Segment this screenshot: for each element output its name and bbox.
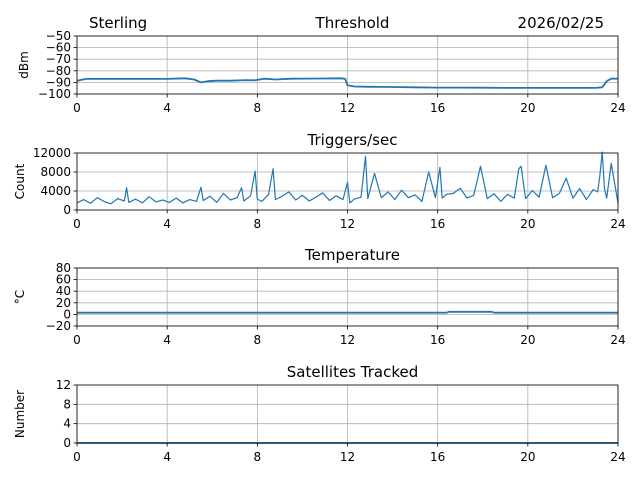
date-label: 2026/02/25 — [518, 14, 604, 32]
threshold-y-axis-label: dBm — [17, 51, 31, 79]
satellites-tracked-x-tick-label: 16 — [430, 450, 445, 464]
satellites-tracked-y-tick-label: 8 — [63, 397, 71, 411]
satellites-tracked-x-tick-label: 24 — [610, 450, 625, 464]
threshold-x-tick-label: 8 — [254, 101, 262, 115]
temperature-y-axis-label: °C — [13, 290, 27, 304]
triggers-sec-x-tick-label: 0 — [73, 217, 81, 231]
temperature-x-tick-label: 20 — [520, 333, 535, 347]
triggers-sec-x-tick-label: 20 — [520, 217, 535, 231]
temperature-x-tick-label: 24 — [610, 333, 625, 347]
triggers-sec-y-tick-label: 4000 — [40, 184, 71, 198]
temperature-y-tick-label: 40 — [56, 284, 71, 298]
satellites-tracked-chart: 0 4 8 12 16 20 24 0 4 8 12 Satellites Tracked Number — [13, 363, 626, 464]
temperature-x-tick-label: 8 — [254, 333, 262, 347]
triggers-sec-y-axis-label: Count — [13, 163, 27, 199]
threshold-x-tick-label: 4 — [163, 101, 171, 115]
threshold-title: Threshold — [315, 14, 390, 32]
temperature-y-tick-label: 20 — [56, 296, 71, 310]
threshold-x-tick-label: 24 — [610, 101, 625, 115]
temperature-x-tick-label: 4 — [163, 333, 171, 347]
satellites-tracked-x-tick-label: 20 — [520, 450, 535, 464]
satellites-tracked-title: Satellites Tracked — [287, 363, 418, 381]
threshold-y-tick-label: −50 — [46, 29, 71, 43]
satellites-tracked-y-tick-label: 12 — [56, 378, 71, 392]
temperature-x-tick-label: 16 — [430, 333, 445, 347]
triggers-sec-series-line — [76, 151, 619, 205]
temperature-title: Temperature — [304, 246, 400, 264]
satellites-tracked-x-tick-label: 12 — [340, 450, 355, 464]
triggers-sec-y-tick-label: 12000 — [33, 146, 71, 160]
satellites-tracked-x-tick-label: 0 — [73, 450, 81, 464]
threshold-x-tick-label: 0 — [73, 101, 81, 115]
temperature-y-tick-label: 60 — [56, 273, 71, 287]
triggers-sec-x-tick-label: 24 — [610, 217, 625, 231]
temperature-y-tick-label: −20 — [46, 319, 71, 333]
triggers-sec-y-tick-label: 8000 — [40, 165, 71, 179]
triggers-sec-x-tick-label: 16 — [430, 217, 445, 231]
threshold-y-tick-label: −90 — [46, 75, 71, 89]
threshold-x-tick-label: 16 — [430, 101, 445, 115]
temperature-series-line — [77, 310, 618, 314]
threshold-y-tick-label: −70 — [46, 52, 71, 66]
temperature-y-tick-label: 80 — [56, 261, 71, 275]
chart-panels: 0 4 8 12 16 20 24 −50−60−70−80−90−100 Threshold d… — [13, 14, 626, 464]
satellites-tracked-y-tick-label: 4 — [63, 417, 71, 431]
threshold-y-tick-label: −100 — [38, 87, 71, 101]
temperature-x-tick-label: 0 — [73, 333, 81, 347]
triggers-sec-chart: 0 4 8 12 16 20 24 0 4000 8000 12000 Triggers/sec Cou… — [13, 131, 626, 231]
triggers-sec-y-tick-label: 0 — [63, 203, 71, 217]
triggers-sec-x-tick-label: 8 — [254, 217, 262, 231]
satellites-tracked-y-tick-label: 0 — [63, 436, 71, 450]
station-name: Sterling — [89, 14, 147, 32]
satellites-tracked-x-tick-label: 8 — [254, 450, 262, 464]
threshold-y-tick-label: −80 — [46, 64, 71, 78]
threshold-y-tick-label: −60 — [46, 41, 71, 55]
satellites-tracked-x-tick-label: 4 — [163, 450, 171, 464]
triggers-sec-x-tick-label: 4 — [163, 217, 171, 231]
satellites-tracked-y-axis-label: Number — [13, 390, 27, 438]
threshold-x-tick-label: 20 — [520, 101, 535, 115]
triggers-sec-x-tick-label: 12 — [340, 217, 355, 231]
triggers-sec-title: Triggers/sec — [307, 131, 398, 149]
threshold-chart: 0 4 8 12 16 20 24 −50−60−70−80−90−100 Threshold d… — [17, 14, 626, 115]
threshold-x-tick-label: 12 — [340, 101, 355, 115]
threshold-series-line — [76, 77, 619, 89]
temperature-y-tick-label: 0 — [63, 307, 71, 321]
temperature-x-tick-label: 12 — [340, 333, 355, 347]
